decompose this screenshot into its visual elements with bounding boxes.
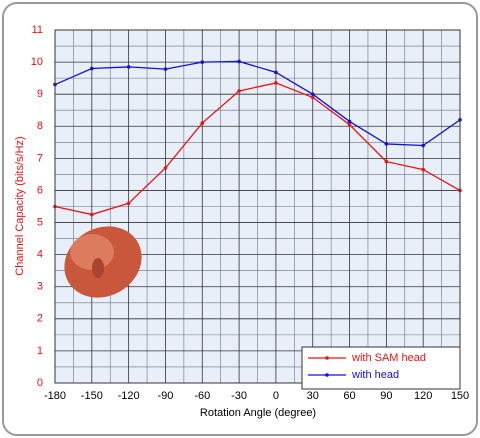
plot-frame [54,29,461,384]
point [421,143,425,148]
point [421,167,425,172]
legend: with SAM head with head [301,346,461,390]
grid [54,29,461,384]
y-tick-label: 8 [37,120,43,132]
point [310,95,315,100]
y-axis-label: Channel Capacity (bits/s/Hz) [14,136,26,275]
point [126,65,131,69]
y-tick-label: 1 [37,345,43,357]
series-line [54,82,461,216]
legend-marker [325,373,329,377]
point [384,159,389,164]
x-tick-label: -120 [118,390,140,402]
point [237,59,241,64]
point [384,142,389,146]
y-tick-label: 0 [37,377,43,389]
x-tick-label: 90 [380,390,392,402]
x-tick-label: 30 [307,390,319,402]
y-tick-label: 2 [37,313,43,325]
legend-label: with SAM head [351,352,426,364]
y-tick-label: 5 [37,216,43,228]
x-tick-label: 120 [414,390,432,402]
x-tick-label: -180 [44,390,66,402]
series-line [54,60,461,147]
x-tick-label: 0 [273,390,279,402]
x-tick-label: 150 [451,390,469,402]
y-tick-label: 11 [32,24,43,36]
point [274,70,278,75]
x-tick-label: -90 [158,390,174,402]
y-tick-label: 4 [37,249,43,261]
point [237,89,241,93]
x-tick-label: -150 [81,390,103,402]
y-tick-label: 7 [37,152,43,164]
point [274,81,278,85]
marks [53,59,462,217]
point [347,122,352,127]
point [90,66,94,71]
point [163,67,168,71]
y-tick-label: 6 [37,184,43,196]
point [310,92,315,96]
x-tick-label: -30 [231,390,247,402]
point [163,166,168,170]
point [200,60,205,64]
point [90,212,94,217]
x-tick-label: -60 [194,390,210,402]
legend-marker [325,356,329,360]
point [200,121,205,125]
x-tick-label: 60 [343,390,355,402]
x-axis-label: Rotation Angle (degree) [200,407,316,419]
y-tick-label: 3 [37,281,43,293]
legend-box [301,346,461,390]
y-tick-label: 10 [31,56,43,68]
legend-label: with head [351,369,399,381]
point [347,119,352,124]
point [126,201,131,206]
y-tick-label: 9 [37,88,43,100]
head-icon [64,226,142,298]
